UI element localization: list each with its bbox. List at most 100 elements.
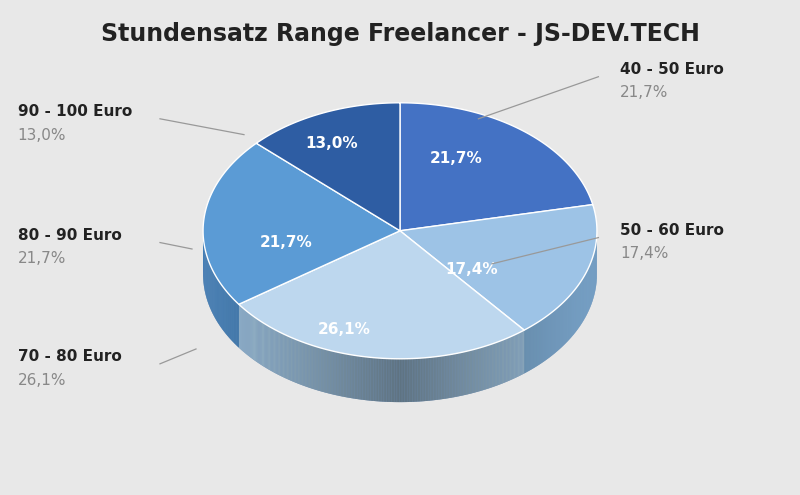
Polygon shape — [438, 356, 440, 399]
Polygon shape — [316, 346, 318, 391]
Polygon shape — [432, 357, 434, 400]
Polygon shape — [485, 346, 486, 390]
Polygon shape — [269, 326, 270, 370]
Polygon shape — [520, 332, 522, 375]
Polygon shape — [324, 349, 325, 393]
Polygon shape — [434, 357, 435, 400]
Polygon shape — [243, 308, 245, 353]
Polygon shape — [468, 350, 470, 394]
Polygon shape — [442, 356, 443, 399]
Polygon shape — [532, 326, 533, 369]
Polygon shape — [353, 355, 354, 398]
Polygon shape — [510, 337, 511, 380]
Text: 17,4%: 17,4% — [620, 247, 668, 261]
Polygon shape — [298, 340, 299, 384]
Polygon shape — [259, 320, 261, 365]
Polygon shape — [331, 351, 333, 395]
Polygon shape — [302, 342, 303, 386]
Polygon shape — [254, 317, 255, 361]
Polygon shape — [474, 349, 475, 393]
Polygon shape — [411, 358, 413, 402]
Polygon shape — [518, 333, 519, 377]
Polygon shape — [319, 347, 321, 391]
Polygon shape — [386, 358, 388, 402]
Polygon shape — [276, 331, 278, 374]
Polygon shape — [290, 337, 292, 381]
Polygon shape — [399, 359, 401, 402]
Polygon shape — [339, 352, 341, 396]
Polygon shape — [359, 356, 361, 399]
Polygon shape — [375, 358, 377, 401]
Polygon shape — [506, 338, 507, 382]
Polygon shape — [451, 354, 453, 398]
Polygon shape — [350, 354, 351, 398]
Polygon shape — [318, 347, 319, 391]
Polygon shape — [333, 351, 334, 395]
Polygon shape — [268, 326, 269, 370]
Polygon shape — [282, 333, 283, 377]
Polygon shape — [509, 337, 510, 381]
Polygon shape — [419, 358, 421, 401]
Polygon shape — [437, 356, 438, 400]
Polygon shape — [489, 345, 490, 389]
Polygon shape — [273, 328, 274, 372]
Polygon shape — [238, 304, 240, 348]
Polygon shape — [378, 358, 380, 401]
Polygon shape — [388, 358, 390, 402]
Polygon shape — [400, 204, 597, 330]
Polygon shape — [529, 327, 530, 371]
Polygon shape — [322, 348, 324, 392]
Polygon shape — [492, 344, 493, 388]
Polygon shape — [499, 341, 500, 385]
Polygon shape — [496, 342, 498, 386]
Polygon shape — [310, 345, 312, 389]
Polygon shape — [457, 353, 458, 396]
Polygon shape — [403, 359, 405, 402]
Polygon shape — [406, 359, 408, 402]
Polygon shape — [466, 351, 468, 395]
Polygon shape — [523, 330, 524, 374]
Polygon shape — [256, 103, 400, 231]
Polygon shape — [341, 353, 342, 396]
Polygon shape — [462, 352, 463, 396]
Polygon shape — [306, 344, 307, 387]
Polygon shape — [312, 345, 314, 389]
Text: 21,7%: 21,7% — [18, 251, 66, 266]
Polygon shape — [271, 328, 273, 372]
Polygon shape — [385, 358, 386, 402]
Polygon shape — [334, 351, 336, 395]
Polygon shape — [328, 350, 330, 394]
Polygon shape — [524, 330, 525, 373]
Polygon shape — [330, 350, 331, 394]
Polygon shape — [410, 358, 411, 402]
Polygon shape — [305, 343, 306, 387]
Polygon shape — [351, 355, 353, 398]
Text: 13,0%: 13,0% — [18, 128, 66, 143]
Polygon shape — [487, 345, 489, 389]
Polygon shape — [263, 323, 264, 367]
Polygon shape — [450, 354, 451, 398]
Polygon shape — [427, 357, 429, 401]
Polygon shape — [256, 318, 258, 362]
Polygon shape — [503, 340, 504, 383]
Polygon shape — [398, 359, 399, 402]
Text: 50 - 60 Euro: 50 - 60 Euro — [620, 223, 724, 238]
Polygon shape — [240, 305, 241, 349]
Polygon shape — [480, 347, 482, 391]
Text: 26,1%: 26,1% — [318, 322, 370, 337]
Polygon shape — [377, 358, 378, 401]
Polygon shape — [275, 330, 276, 374]
Polygon shape — [502, 340, 503, 384]
Polygon shape — [493, 343, 494, 387]
Polygon shape — [284, 334, 286, 378]
Polygon shape — [471, 350, 473, 394]
Polygon shape — [364, 356, 366, 400]
Polygon shape — [241, 306, 242, 350]
Polygon shape — [504, 339, 506, 383]
Polygon shape — [413, 358, 414, 402]
Polygon shape — [252, 315, 253, 359]
Text: 40 - 50 Euro: 40 - 50 Euro — [620, 62, 724, 77]
Polygon shape — [294, 339, 295, 382]
Polygon shape — [238, 231, 524, 359]
Polygon shape — [336, 352, 338, 396]
